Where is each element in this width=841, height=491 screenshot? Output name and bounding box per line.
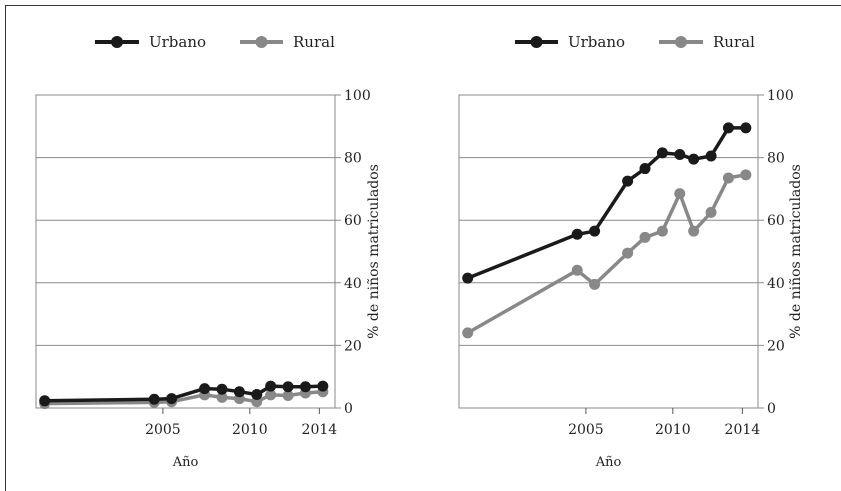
x-tick-label: 2010	[232, 422, 268, 438]
data-point-urbano	[317, 380, 329, 392]
data-point-urbano	[589, 225, 601, 237]
legend-label-urbano: Urbano	[568, 33, 625, 51]
data-point-urbano	[622, 175, 634, 187]
x-tick-label: 2010	[655, 422, 691, 438]
legend-marker-urbano	[111, 36, 123, 48]
x-tick-label: 2014	[302, 422, 338, 438]
y-tick-label: 100	[767, 88, 794, 104]
y-tick-label: 60	[344, 213, 362, 229]
plot-area	[35, 94, 336, 409]
data-point-urbano	[233, 386, 245, 398]
legend-label-rural: Rural	[713, 33, 755, 51]
plot-area	[458, 94, 759, 409]
data-point-rural	[740, 169, 752, 181]
data-point-rural	[639, 231, 651, 243]
data-point-urbano	[148, 393, 160, 405]
data-point-rural	[674, 188, 686, 200]
y-tick-label: 40	[344, 276, 362, 292]
y-tick-label: 60	[767, 213, 785, 229]
data-point-urbano	[282, 381, 294, 393]
data-point-urbano	[299, 381, 311, 393]
y-axis-label: % de niños matriculados	[788, 164, 804, 339]
data-point-urbano	[639, 163, 651, 175]
legend-label-rural: Rural	[293, 33, 335, 51]
data-point-rural	[589, 278, 601, 290]
legend-marker-rural	[255, 36, 268, 48]
y-tick-label: 0	[767, 401, 776, 417]
x-axis-label: Año	[595, 455, 622, 470]
y-tick-label: 0	[344, 401, 353, 417]
data-point-rural	[705, 206, 717, 218]
x-tick-label: 2005	[568, 422, 604, 438]
data-point-urbano	[216, 383, 228, 395]
data-point-rural	[722, 172, 734, 184]
data-point-urbano	[251, 389, 263, 401]
data-point-rural	[571, 264, 583, 276]
data-point-rural	[688, 225, 700, 237]
data-point-rural	[462, 327, 474, 339]
y-axis-label: % de niños matriculados	[366, 164, 382, 339]
data-point-urbano	[722, 122, 734, 134]
y-tick-label: 20	[344, 338, 362, 354]
figure-frame	[5, 5, 841, 491]
legend-marker-urbano	[530, 36, 543, 48]
series-line-rural	[466, 173, 747, 335]
data-point-urbano	[740, 122, 752, 134]
y-tick-label: 80	[767, 151, 785, 167]
legend-label-urbano: Urbano	[149, 33, 206, 51]
data-point-urbano	[199, 383, 211, 395]
data-point-urbano	[688, 153, 700, 165]
x-axis-label: Año	[172, 455, 199, 470]
data-point-urbano	[656, 147, 668, 159]
data-point-rural	[265, 389, 277, 401]
data-point-urbano	[705, 150, 717, 162]
y-tick-label: 20	[767, 338, 785, 354]
data-point-rural	[216, 391, 228, 403]
data-point-urbano	[39, 395, 51, 407]
chart-panel-2: 0 20 40 60 80 100 2005 2010 2014 Año % de niños ma…	[458, 33, 804, 470]
x-tick-label: 2014	[725, 422, 761, 438]
y-tick-label: 100	[344, 88, 371, 104]
data-point-urbano	[166, 393, 178, 405]
chart-panel-1: 0 20 40 60 80 100 2005 2010 2014 Año % de niños ma…	[35, 33, 382, 470]
data-point-urbano	[462, 272, 474, 284]
y-tick-label: 80	[344, 151, 362, 167]
series-line-urbano	[467, 126, 746, 280]
data-point-rural	[622, 247, 634, 259]
x-tick-label: 2005	[145, 422, 181, 438]
data-point-urbano	[265, 380, 277, 392]
data-point-urbano	[571, 228, 583, 240]
data-point-rural	[282, 389, 294, 401]
data-point-urbano	[674, 148, 686, 160]
data-point-rural	[656, 225, 668, 237]
legend-marker-rural	[675, 36, 687, 48]
y-tick-label: 40	[767, 276, 785, 292]
